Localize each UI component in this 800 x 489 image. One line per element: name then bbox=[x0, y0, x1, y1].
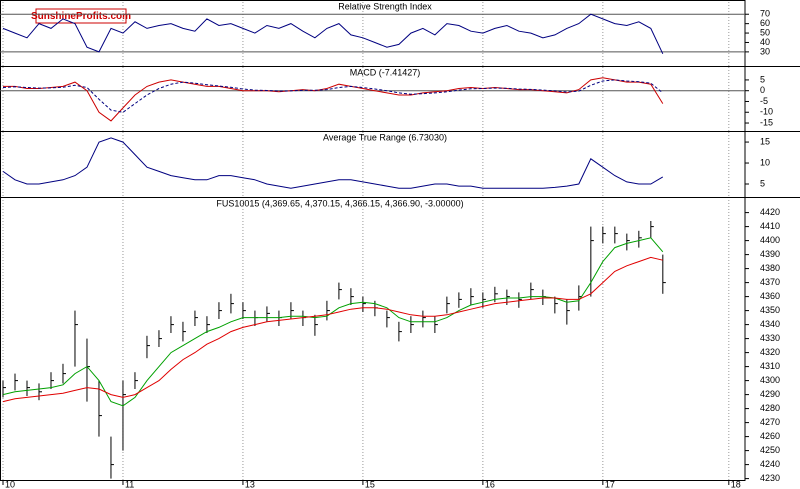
y-tick-label: 4300 bbox=[760, 375, 780, 385]
y-tick-label: 30 bbox=[760, 46, 770, 56]
logo-box bbox=[35, 8, 127, 24]
panel-title: FUS10015 (4,369.65, 4,370.15, 4,366.15, … bbox=[216, 198, 463, 208]
x-tick-label: 15 bbox=[365, 479, 375, 489]
series-line bbox=[3, 77, 664, 122]
y-tick-label: 4370 bbox=[760, 277, 780, 287]
series-line bbox=[2, 137, 664, 189]
y-tick-label: 4310 bbox=[760, 361, 780, 371]
y-tick-label: 4250 bbox=[760, 445, 780, 455]
logo: SunshineProfits.com bbox=[31, 11, 131, 22]
y-tick-label: 4280 bbox=[760, 403, 780, 413]
y-tick-label: -5 bbox=[760, 96, 768, 106]
panel-title: Relative Strength Index bbox=[338, 1, 432, 11]
y-tick-label: 5 bbox=[760, 74, 765, 84]
x-tick-label: 11 bbox=[125, 479, 134, 489]
y-tick-label: 5 bbox=[760, 178, 765, 188]
y-tick-label: 4380 bbox=[760, 263, 780, 273]
y-tick-label: 4240 bbox=[760, 459, 780, 469]
panel-title: Average True Range (6.73030) bbox=[323, 132, 447, 142]
x-tick-label: 10 bbox=[5, 479, 15, 489]
y-tick-label: 50 bbox=[760, 27, 770, 37]
y-tick-label: 70 bbox=[760, 9, 770, 19]
x-tick-label: 13 bbox=[245, 479, 255, 489]
y-tick-label: 4360 bbox=[760, 291, 780, 301]
series-line bbox=[2, 13, 664, 55]
panel-title: MACD (-7.41427) bbox=[350, 67, 421, 77]
y-tick-label: 10 bbox=[760, 157, 770, 167]
y-tick-label: 4270 bbox=[760, 417, 780, 427]
y-tick-label: 4390 bbox=[760, 249, 780, 259]
y-tick-label: 40 bbox=[760, 37, 770, 47]
y-tick-label: 4350 bbox=[760, 305, 780, 315]
y-tick-label: -15 bbox=[760, 117, 773, 127]
y-tick-label: 4400 bbox=[760, 235, 780, 245]
y-tick-label: 4420 bbox=[760, 207, 780, 217]
y-tick-label: 60 bbox=[760, 18, 770, 28]
y-tick-label: 4410 bbox=[760, 221, 780, 231]
y-tick-label: 4340 bbox=[760, 319, 780, 329]
y-tick-label: 0 bbox=[760, 85, 765, 95]
x-tick-label: 17 bbox=[605, 479, 615, 489]
y-tick-label: 4320 bbox=[760, 347, 780, 357]
series-line bbox=[2, 256, 663, 403]
y-tick-label: 4330 bbox=[760, 333, 780, 343]
y-tick-label: -10 bbox=[760, 107, 773, 117]
y-tick-label: 15 bbox=[760, 136, 770, 146]
y-tick-label: 4230 bbox=[760, 473, 780, 483]
x-tick-label: 18 bbox=[731, 479, 741, 489]
x-tick-label: 16 bbox=[485, 479, 495, 489]
y-tick-label: 4290 bbox=[760, 389, 780, 399]
y-tick-label: 4260 bbox=[760, 431, 780, 441]
